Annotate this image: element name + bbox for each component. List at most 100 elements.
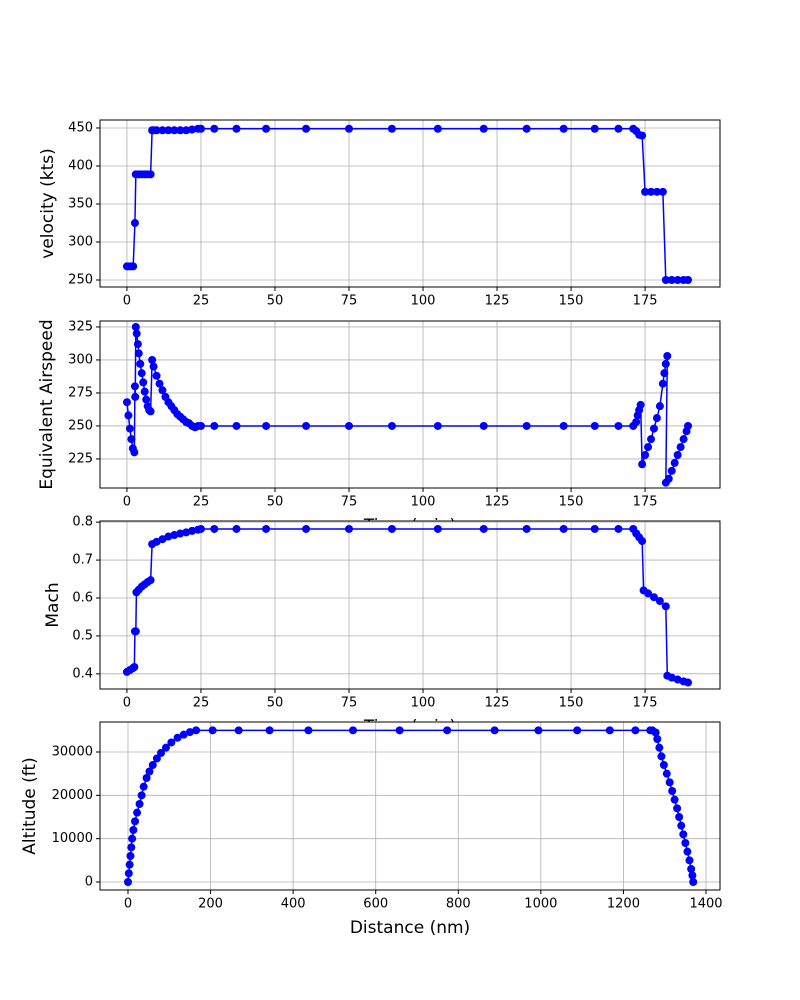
data-point	[158, 386, 167, 395]
data-point	[142, 395, 151, 404]
data-point	[663, 351, 672, 360]
data-point	[188, 526, 197, 535]
data-point	[534, 726, 543, 735]
data-point	[638, 131, 647, 140]
data-point	[668, 787, 677, 796]
y-tick-label: 10000	[52, 831, 93, 846]
data-point	[148, 355, 157, 364]
axes-frame	[99, 320, 721, 489]
data-point	[479, 421, 488, 430]
data-point	[657, 752, 666, 761]
data-point	[673, 804, 682, 813]
data-point	[129, 262, 138, 271]
data-point	[167, 738, 176, 747]
x-tick-label: 200	[198, 897, 223, 912]
data-point	[131, 627, 140, 636]
data-point	[164, 126, 173, 135]
data-point	[345, 421, 354, 430]
data-point	[152, 754, 161, 763]
data-point	[679, 830, 688, 839]
data-point	[677, 821, 686, 830]
x-tick-label: 175	[633, 294, 658, 309]
data-point	[139, 378, 148, 387]
data-point	[302, 524, 311, 533]
x-tick-label: 25	[193, 495, 210, 510]
y-axis-label: velocity (kts)	[38, 148, 58, 258]
axes-frame	[99, 520, 721, 690]
data-point	[155, 379, 164, 388]
x-tick-label: 0	[124, 897, 132, 912]
x-tick-label: 50	[267, 294, 284, 309]
data-point	[152, 371, 161, 380]
y-tick-label: 0	[85, 875, 93, 890]
x-axis-label: Distance (nm)	[350, 918, 470, 938]
y-tick-label: 325	[68, 319, 93, 334]
data-point	[158, 126, 167, 135]
y-axis-label: Mach	[43, 582, 63, 627]
data-point	[130, 382, 139, 391]
data-point	[137, 791, 146, 800]
data-point	[644, 443, 653, 452]
data-point	[638, 537, 647, 546]
y-tick-label: 300	[68, 352, 93, 367]
data-point	[345, 124, 354, 133]
data-point	[655, 402, 664, 411]
data-point	[655, 597, 664, 606]
data-point	[304, 726, 313, 735]
data-point	[683, 847, 692, 856]
data-point	[660, 369, 669, 378]
data-point	[670, 458, 679, 467]
data-point	[123, 878, 132, 887]
data-point	[652, 187, 661, 196]
data-point	[133, 808, 142, 817]
axes-background	[100, 722, 720, 890]
data-point	[122, 398, 131, 407]
data-point	[134, 349, 143, 358]
data-point	[676, 443, 685, 452]
y-tick-label: 0.6	[72, 590, 93, 605]
x-tick-label: 1000	[524, 897, 557, 912]
data-point	[685, 856, 694, 865]
data-point	[127, 843, 136, 852]
data-point	[590, 124, 599, 133]
data-point	[145, 767, 154, 776]
data-point	[522, 524, 531, 533]
data-point	[653, 734, 662, 743]
data-point	[130, 218, 139, 227]
data-point	[146, 170, 155, 179]
data-point	[210, 524, 219, 533]
data-point	[670, 795, 679, 804]
data-point	[490, 726, 499, 735]
data-point	[679, 435, 688, 444]
data-point	[658, 187, 667, 196]
data-point	[148, 760, 157, 769]
y-tick-label: 400	[68, 158, 93, 173]
x-tick-label: 25	[193, 696, 210, 711]
x-tick-label: 75	[341, 294, 358, 309]
data-point	[152, 126, 161, 135]
x-tick-label: 150	[559, 495, 584, 510]
data-point	[662, 769, 671, 778]
x-tick-label: 50	[267, 495, 284, 510]
y-tick-label: 300	[68, 235, 93, 250]
data-point	[614, 524, 623, 533]
data-point	[559, 524, 568, 533]
x-tick-label: 0	[123, 696, 131, 711]
data-point	[210, 421, 219, 430]
data-point	[132, 329, 141, 338]
data-point	[522, 124, 531, 133]
data-point	[146, 576, 155, 585]
data-point	[128, 834, 137, 843]
axes-frame	[99, 721, 721, 891]
y-tick-label: 250	[68, 273, 93, 288]
data-point	[647, 187, 656, 196]
data-point	[125, 860, 134, 869]
data-point	[127, 435, 136, 444]
data-point	[689, 878, 698, 887]
x-tick-label: 100	[411, 495, 436, 510]
data-point	[687, 865, 696, 874]
data-point	[443, 726, 452, 735]
data-point	[433, 524, 442, 533]
data-point	[667, 276, 676, 285]
data-point	[395, 726, 404, 735]
